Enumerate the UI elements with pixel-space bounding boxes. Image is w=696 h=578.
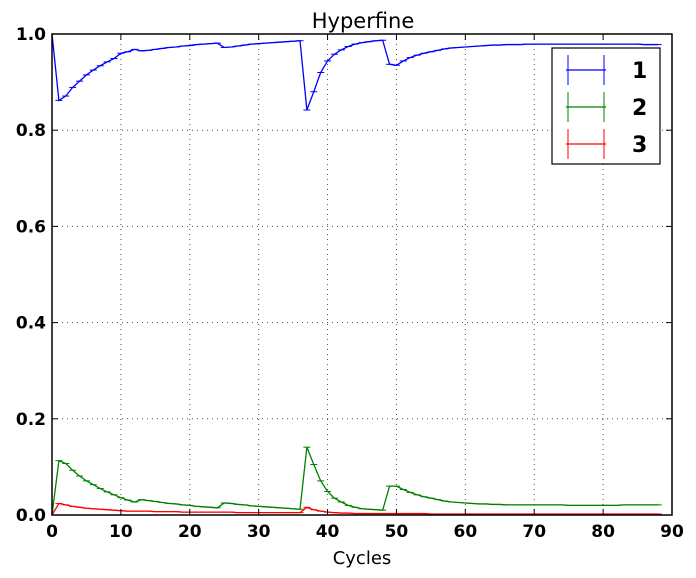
series-layer — [51, 33, 662, 516]
legend-entry-3: 3 — [566, 129, 647, 159]
series-1 — [51, 33, 662, 111]
x-tick-label: 0 — [46, 522, 58, 542]
x-tick-label: 40 — [316, 522, 340, 542]
legend-label: 1 — [632, 59, 647, 84]
legend-label: 2 — [632, 96, 647, 121]
y-tick-label: 0.0 — [16, 506, 46, 526]
x-tick-label: 70 — [522, 522, 546, 542]
y-tick-label: 0.2 — [16, 410, 46, 430]
x-tick-label: 80 — [591, 522, 615, 542]
y-tick-label: 0.4 — [16, 314, 46, 334]
legend-box — [551, 47, 661, 165]
legend-entry-1: 1 — [566, 55, 647, 85]
x-axis-label: Cycles — [333, 548, 392, 569]
legend-label: 3 — [632, 133, 647, 158]
y-tick-label: 0.8 — [16, 121, 46, 141]
y-axis-ticks: 0.0 0.2 0.4 0.6 0.8 1.0 — [16, 25, 672, 526]
y-tick-label: 0.6 — [16, 217, 46, 237]
plot-frame — [51, 33, 673, 516]
series-line-2 — [51, 446, 659, 516]
x-tick-label: 90 — [660, 522, 684, 542]
chart-title: Hyperfine — [312, 9, 415, 33]
x-tick-label: 20 — [178, 522, 202, 542]
x-tick-label: 10 — [109, 522, 133, 542]
legend: 1 2 3 — [551, 47, 661, 165]
legend-entry-2: 2 — [566, 92, 647, 122]
x-tick-label: 30 — [247, 522, 271, 542]
y-tick-label: 1.0 — [16, 25, 46, 45]
series-2 — [51, 446, 662, 516]
x-tick-label: 60 — [453, 522, 477, 542]
x-tick-label: 50 — [385, 522, 409, 542]
x-axis-ticks: 0 10 20 30 40 50 60 70 80 90 — [46, 34, 684, 542]
grid-lines — [52, 34, 672, 515]
